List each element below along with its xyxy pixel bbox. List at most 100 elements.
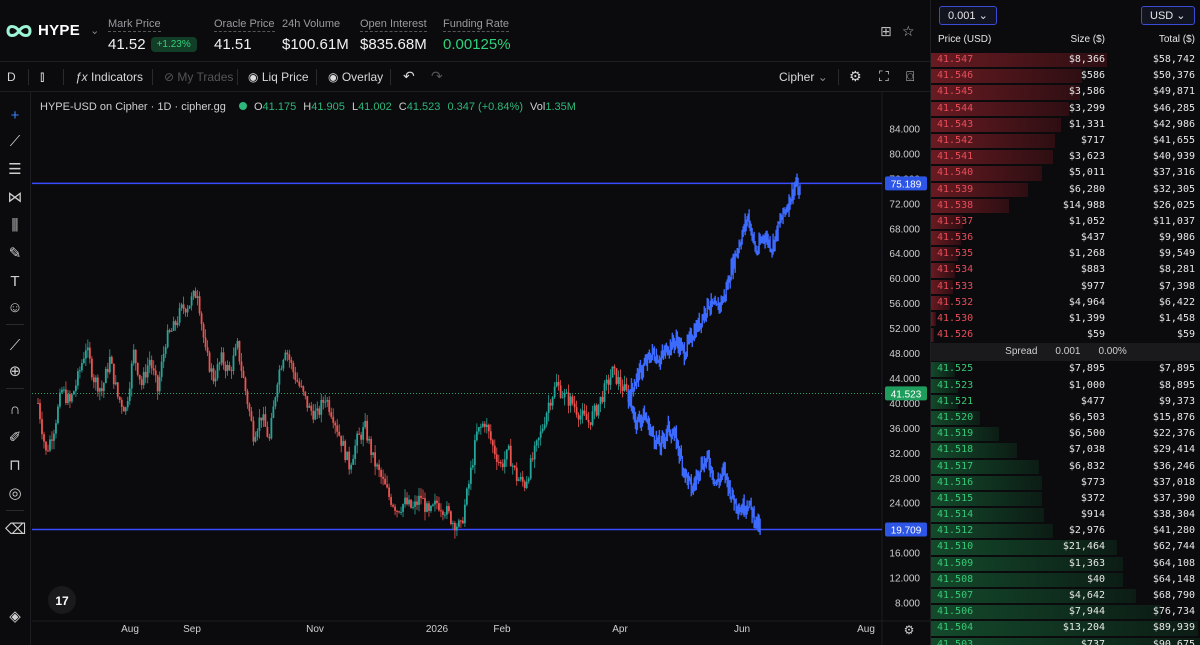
ask-row[interactable]: 41.543 $1,331 $42,986 [931, 117, 1200, 133]
ask-row[interactable]: 41.545 $3,586 $49,871 [931, 84, 1200, 100]
ask-row[interactable]: 41.547 $8,366 $58,742 [931, 52, 1200, 68]
redo-icon[interactable]: ↷ [431, 68, 443, 84]
ask-row[interactable]: 41.537 $1,052 $11,037 [931, 214, 1200, 230]
emoji-icon[interactable]: ☺ [7, 299, 23, 316]
bid-size: $6,503 [1068, 411, 1105, 423]
star-icon[interactable]: ☆ [902, 23, 915, 39]
bid-price: 41.517 [937, 460, 974, 472]
trendline-icon[interactable]: ⟋ [9, 133, 21, 150]
candle-body [304, 391, 307, 396]
grid-icon[interactable]: ⊞ [880, 23, 892, 39]
candle-body [67, 394, 69, 403]
chart-canvas[interactable]: 84.00080.00076.00072.00068.00064.00060.0… [32, 92, 930, 645]
bid-row[interactable]: 41.510 $21,464 $62,744 [931, 539, 1200, 555]
candle-body [280, 368, 283, 370]
crosshair-icon[interactable]: + [10, 107, 20, 124]
candle-body [254, 436, 257, 442]
eye-hide-icon[interactable]: ◎ [8, 485, 22, 502]
bid-total: $89,939 [1152, 622, 1195, 634]
candle-body [266, 426, 269, 437]
order-book: 0.001 ⌄ USD ⌄ Price (USD) Size ($) Total… [930, 0, 1200, 645]
settings-icon[interactable]: ⚙ [849, 68, 862, 84]
ask-row[interactable]: 41.541 $3,623 $40,939 [931, 149, 1200, 165]
candle-body [346, 451, 349, 461]
trash-icon[interactable]: ⌫ [5, 521, 27, 538]
indicators-label: Indicators [91, 70, 144, 84]
candle-body [322, 399, 325, 403]
bid-row[interactable]: 41.512 $2,976 $41,280 [931, 523, 1200, 539]
ask-row[interactable]: 41.534 $883 $8,281 [931, 262, 1200, 278]
source-select[interactable]: Cipher ⌄ [779, 70, 828, 84]
candle-body [450, 511, 452, 524]
text-icon[interactable]: T [10, 273, 20, 290]
ask-row[interactable]: 41.536 $437 $9,986 [931, 230, 1200, 246]
price-chart[interactable]: 84.00080.00076.00072.00068.00064.00060.0… [32, 92, 930, 645]
tick-size-select[interactable]: 0.001 ⌄ [939, 6, 997, 25]
candle-body [276, 384, 279, 398]
ask-row[interactable]: 41.526 $59 $59 [931, 327, 1200, 343]
ask-row[interactable]: 41.542 $717 $41,655 [931, 133, 1200, 149]
candle-body [228, 364, 231, 371]
ask-row[interactable]: 41.546 $586 $50,376 [931, 68, 1200, 84]
bid-row[interactable]: 41.518 $7,038 $29,414 [931, 442, 1200, 458]
bid-row[interactable]: 41.516 $773 $37,018 [931, 475, 1200, 491]
candle-type-icon[interactable]: ⫾ [40, 68, 45, 84]
bid-row[interactable]: 41.517 $6,832 $36,246 [931, 459, 1200, 475]
layers-icon[interactable]: ◈ [9, 608, 21, 625]
bid-row[interactable]: 41.520 $6,503 $15,876 [931, 410, 1200, 426]
candle-body [589, 422, 592, 425]
ask-row[interactable]: 41.538 $14,988 $26,025 [931, 198, 1200, 214]
liq-price-button[interactable]: ◉ Liq Price [248, 70, 309, 84]
forecast-icon[interactable]: ⫼ [11, 217, 19, 234]
chart-toolbar: D ⫾ ƒx Indicators ⊘ My Trades ◉ Liq Pric… [0, 62, 930, 92]
bid-row[interactable]: 41.507 $4,642 $68,790 [931, 588, 1200, 604]
magnet-icon[interactable]: ∩ [9, 401, 21, 418]
my-trades-button[interactable]: ⊘ My Trades [164, 70, 234, 84]
bid-row[interactable]: 41.523 $1,000 $8,895 [931, 378, 1200, 394]
horizontal-lines-icon[interactable]: ☰ [8, 161, 22, 178]
ask-row[interactable]: 41.533 $977 $7,398 [931, 279, 1200, 295]
ask-row[interactable]: 41.535 $1,268 $9,549 [931, 246, 1200, 262]
bid-row[interactable]: 41.519 $6,500 $22,376 [931, 426, 1200, 442]
candle-body [100, 388, 103, 392]
ask-row[interactable]: 41.540 $5,011 $37,316 [931, 165, 1200, 181]
ask-row[interactable]: 41.532 $4,964 $6,422 [931, 295, 1200, 311]
bid-row[interactable]: 41.503 $737 $90,675 [931, 637, 1200, 645]
bid-row[interactable]: 41.504 $13,204 $89,939 [931, 620, 1200, 636]
bid-row[interactable]: 41.515 $372 $37,390 [931, 491, 1200, 507]
candle-body [270, 418, 273, 439]
lock-icon[interactable]: ⊓ [9, 457, 21, 474]
indicators-button[interactable]: ƒx Indicators [75, 70, 143, 84]
bid-row[interactable]: 41.521 $477 $9,373 [931, 394, 1200, 410]
bid-row[interactable]: 41.514 $914 $38,304 [931, 507, 1200, 523]
ask-depth-bar [931, 295, 950, 310]
ask-row[interactable]: 41.530 $1,399 $1,458 [931, 311, 1200, 327]
ruler-icon[interactable]: ⟋ [9, 337, 21, 354]
bid-row[interactable]: 41.506 $7,944 $76,734 [931, 604, 1200, 620]
ask-total: $9,986 [1158, 232, 1195, 244]
candle-body [234, 347, 237, 356]
candle-body [256, 430, 259, 437]
market-selector[interactable]: HYPE ⌄ [6, 22, 99, 39]
ask-size: $3,299 [1068, 102, 1105, 114]
interval-button[interactable]: D [7, 70, 16, 84]
pattern-icon[interactable]: ⋈ [7, 189, 23, 206]
y-tick-label: 8.000 [895, 599, 920, 610]
brush-icon[interactable]: ✎ [8, 245, 22, 262]
overlay-button[interactable]: ◉ Overlay [328, 70, 383, 84]
ask-depth-bar [931, 312, 936, 327]
lock-drawing-icon[interactable]: ✐ [8, 429, 22, 446]
currency-select[interactable]: USD ⌄ [1141, 6, 1195, 25]
candle-body [37, 402, 39, 404]
bid-row[interactable]: 41.509 $1,363 $64,108 [931, 556, 1200, 572]
ask-row[interactable]: 41.544 $3,299 $46,285 [931, 101, 1200, 117]
candle-body [547, 402, 550, 413]
ask-row[interactable]: 41.539 $6,280 $32,305 [931, 182, 1200, 198]
camera-icon[interactable]: ⌼ [906, 68, 915, 84]
fullscreen-icon[interactable]: ⛶ [879, 68, 889, 84]
bid-row[interactable]: 41.525 $7,895 $7,895 [931, 361, 1200, 377]
candle-body [236, 340, 239, 348]
undo-icon[interactable]: ↶ [403, 68, 415, 84]
zoom-in-icon[interactable]: ⊕ [8, 363, 22, 380]
bid-row[interactable]: 41.508 $40 $64,148 [931, 572, 1200, 588]
